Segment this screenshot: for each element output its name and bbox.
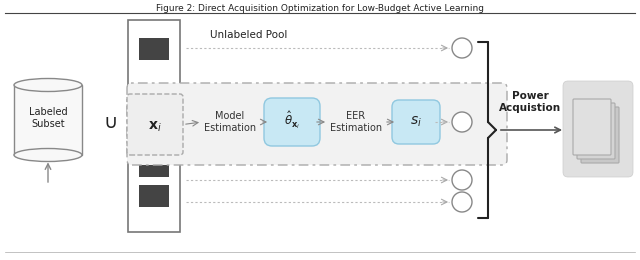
Text: Labeled
Subset: Labeled Subset (29, 107, 67, 129)
FancyBboxPatch shape (577, 103, 615, 159)
Ellipse shape (14, 148, 82, 161)
Text: Power
Acquistion: Power Acquistion (499, 91, 561, 113)
FancyBboxPatch shape (127, 94, 183, 155)
Text: $\hat{\theta}_{\mathbf{x}_i}$: $\hat{\theta}_{\mathbf{x}_i}$ (284, 109, 300, 131)
Bar (139, 92, 169, 114)
Text: $s_i$: $s_i$ (410, 115, 422, 129)
Text: Figure 2: Direct Acquisition Optimization for Low-Budget Active Learning: Figure 2: Direct Acquisition Optimizatio… (156, 4, 484, 13)
FancyBboxPatch shape (563, 81, 633, 177)
Bar (139, 185, 169, 207)
FancyBboxPatch shape (581, 107, 619, 163)
FancyBboxPatch shape (392, 100, 440, 144)
FancyBboxPatch shape (573, 99, 611, 155)
Circle shape (452, 170, 472, 190)
Bar (139, 155, 169, 177)
Circle shape (452, 192, 472, 212)
Bar (139, 38, 169, 60)
Ellipse shape (14, 79, 82, 92)
Text: $\mathbf{x}_i$: $\mathbf{x}_i$ (148, 119, 162, 134)
Circle shape (452, 38, 472, 58)
Text: EER
Estimation: EER Estimation (330, 111, 382, 133)
Text: Unlabeled Pool: Unlabeled Pool (210, 30, 287, 40)
Bar (128, 20, 180, 232)
Bar (14, 85, 82, 155)
FancyBboxPatch shape (264, 98, 320, 146)
Text: $\cup$: $\cup$ (103, 113, 117, 132)
Text: Model
Estimation: Model Estimation (204, 111, 256, 133)
FancyBboxPatch shape (127, 83, 507, 165)
Circle shape (452, 112, 472, 132)
